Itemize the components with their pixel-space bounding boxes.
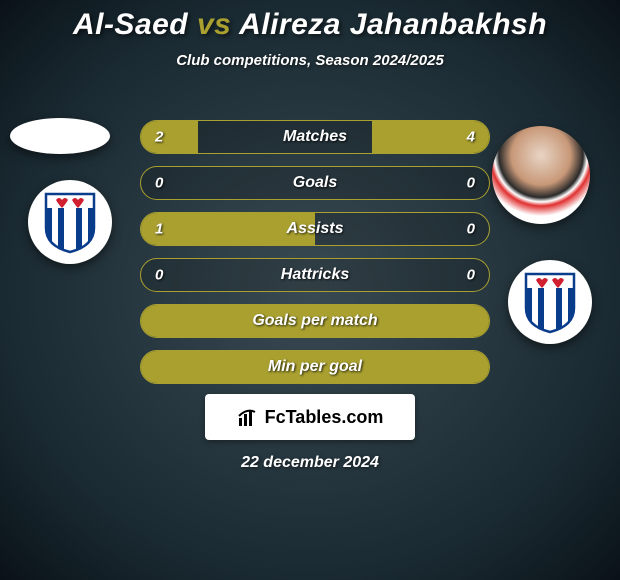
subtitle: Club competitions, Season 2024/2025: [0, 52, 620, 69]
vs-separator: vs: [197, 8, 231, 41]
stat-value-left: 1: [155, 221, 163, 238]
stat-bar-left: [141, 121, 198, 153]
stat-value-right: 0: [467, 221, 475, 238]
stat-row: 1 0 Assists: [140, 212, 490, 246]
stat-value-right: 4: [467, 129, 475, 146]
stat-label: Min per goal: [268, 358, 362, 376]
stat-label: Goals: [293, 174, 337, 192]
stat-label: Goals per match: [252, 312, 377, 330]
player1-avatar: [10, 118, 110, 154]
stat-value-right: 0: [467, 267, 475, 284]
stat-row: Goals per match: [140, 304, 490, 338]
stat-row: Min per goal: [140, 350, 490, 384]
stat-value-right: 0: [467, 175, 475, 192]
branding-badge: FcTables.com: [205, 394, 415, 440]
player2-club-badge: [508, 260, 592, 344]
stat-label: Assists: [287, 220, 344, 238]
stat-value-left: 2: [155, 129, 163, 146]
comparison-card: Al-Saed vs Alireza Jahanbakhsh Club comp…: [0, 0, 620, 580]
branding-text: FcTables.com: [265, 407, 384, 428]
stat-value-left: 0: [155, 175, 163, 192]
page-title: Al-Saed vs Alireza Jahanbakhsh: [0, 0, 620, 42]
player1-club-badge: [28, 180, 112, 264]
stats-area: 2 4 Matches 0 0 Goals 1 0 Assists 0 0 Hattricks Goal…: [140, 120, 490, 396]
stat-label: Hattricks: [281, 266, 349, 284]
stat-row: 2 4 Matches: [140, 120, 490, 154]
club-shield-icon: [522, 270, 578, 334]
stat-row: 0 0 Goals: [140, 166, 490, 200]
club-shield-icon: [42, 190, 98, 254]
player2-avatar: [492, 126, 590, 224]
stat-row: 0 0 Hattricks: [140, 258, 490, 292]
branding-icon: [237, 406, 259, 428]
stat-label: Matches: [283, 128, 347, 146]
player2-name: Alireza Jahanbakhsh: [239, 8, 547, 41]
player1-name: Al-Saed: [73, 8, 188, 41]
stat-value-left: 0: [155, 267, 163, 284]
footer-date: 22 december 2024: [241, 454, 379, 472]
